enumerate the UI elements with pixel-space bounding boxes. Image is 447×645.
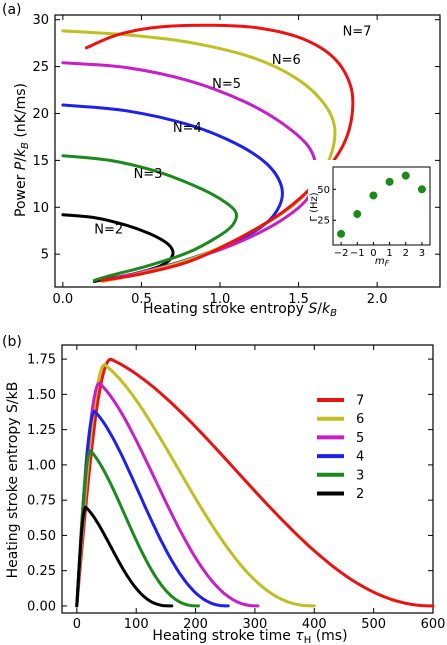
series-line [61, 154, 239, 282]
inset-chart: −2 −1 0 1 2 3 25 50 mF Γ (Hz) [308, 160, 434, 268]
series-annotation: N=4 [173, 121, 202, 136]
series-line [75, 449, 200, 608]
inset-frame [332, 166, 431, 246]
x-tick-label: 500 [361, 617, 386, 632]
chart-a-annotations: N=2 N=3 N=4 N=5 N=6 N=7 [94, 25, 371, 238]
chart-a-ylabel: Power P/kB (nK/ms) [13, 83, 31, 217]
y-tick-label: 30 [32, 13, 49, 28]
x-tick-label: 2.0 [367, 292, 388, 307]
chart-a-lines [61, 23, 355, 283]
chart-b-lines [75, 357, 435, 608]
y-tick-label: 1.00 [27, 458, 56, 473]
y-tick-label: 5 [41, 248, 49, 263]
y-tick-label: 0.00 [27, 599, 56, 614]
x-tick-label: 300 [243, 617, 268, 632]
x-tick-label: 0.5 [131, 292, 152, 307]
series-line [75, 381, 260, 608]
x-tick-label: 600 [421, 617, 446, 632]
chart-b-legend: 7 6 5 4 3 2 [317, 394, 364, 502]
inset-point [353, 210, 362, 219]
legend-label: 3 [356, 468, 364, 483]
y-tick-label: 25 [32, 60, 49, 75]
legend-label: 5 [356, 431, 364, 446]
x-tick-label: 1.5 [288, 292, 309, 307]
x-tick-label: 0 [73, 617, 81, 632]
x-tick-label: 0.0 [53, 292, 74, 307]
inset-x-tick-label: 2 [403, 248, 409, 259]
series-line [75, 409, 230, 608]
inset-x-tick-label: −2 [334, 248, 349, 259]
chart-b-ylabel: Heating stroke entropy S/kB [5, 382, 21, 579]
y-tick-label: 0.25 [27, 564, 56, 579]
inset-y-tick-label: 50 [317, 185, 330, 196]
inset-ylabel: Γ (Hz) [309, 192, 320, 221]
inset-xlabel: mF [375, 256, 390, 268]
inset-point [417, 185, 426, 194]
inset-x-tick-label: 0 [370, 248, 376, 259]
panel-b-label: (b) [2, 334, 22, 350]
inset-x-tick-label: 3 [419, 248, 425, 259]
series-line [75, 505, 174, 608]
y-tick-label: 15 [32, 154, 49, 169]
x-tick-label: 1.0 [210, 292, 231, 307]
y-tick-label: 1.50 [27, 388, 56, 403]
chart-a-xlabel: Heating stroke entropy S/kB [143, 301, 337, 319]
chart-b-xlabel: Heating stroke time τH (ms) [152, 628, 347, 645]
series-annotation: N=5 [212, 77, 241, 92]
y-tick-label: 1.25 [27, 423, 56, 438]
y-tick-label: 20 [32, 107, 49, 122]
y-tick-label: 0.50 [27, 529, 56, 544]
inset-x-tick-label: 1 [386, 248, 392, 259]
inset-ticks: −2 −1 0 1 2 3 25 50 [317, 185, 425, 259]
y-tick-label: 1.75 [27, 353, 56, 368]
legend-label: 2 [356, 487, 364, 502]
panel-a-label: (a) [2, 2, 22, 18]
series-annotation: N=3 [134, 167, 163, 182]
series-annotation: N=7 [343, 25, 372, 40]
legend-label: 7 [356, 394, 364, 409]
inset-x-tick-label: −1 [350, 248, 365, 259]
inset-points [337, 171, 426, 238]
chart-a-frame [54, 14, 441, 288]
series-annotation: N=6 [272, 53, 301, 68]
series-annotation: N=2 [94, 223, 123, 238]
panel-b: (b) 0 100 200 300 400 500 600 0.00 0.25 0.50 0.75 1… [2, 334, 445, 645]
legend-label: 6 [356, 412, 364, 427]
series-line [61, 61, 318, 282]
series-line [84, 23, 355, 282]
x-tick-label: 100 [124, 617, 149, 632]
y-tick-label: 0.75 [27, 494, 56, 509]
inset-point [369, 191, 378, 200]
inset-y-tick-label: 25 [317, 216, 330, 227]
chart-b-frame [61, 344, 434, 614]
series-line [61, 29, 337, 283]
legend-label: 4 [356, 450, 364, 465]
y-tick-label: 10 [32, 201, 49, 216]
inset-point [401, 171, 410, 180]
series-line [75, 357, 435, 608]
chart-b-ticks: 0 100 200 300 400 500 600 0.00 0.25 0.50 0.75 1.00 1… [27, 345, 445, 632]
inset-point [337, 229, 346, 238]
inset-background [308, 160, 434, 262]
x-tick-label: 200 [183, 617, 208, 632]
x-tick-label: 400 [302, 617, 327, 632]
inset-point [385, 177, 394, 186]
